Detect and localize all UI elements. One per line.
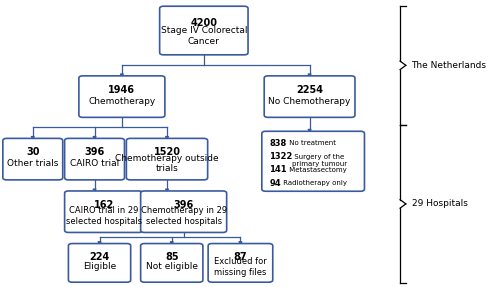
Text: CAIRO trial in 29
selected hospitals: CAIRO trial in 29 selected hospitals bbox=[66, 206, 142, 226]
Text: Stage IV Colorectal
Cancer: Stage IV Colorectal Cancer bbox=[160, 26, 247, 46]
Text: 85: 85 bbox=[165, 252, 178, 262]
Text: 94: 94 bbox=[270, 179, 281, 187]
FancyBboxPatch shape bbox=[262, 131, 364, 191]
Text: 141: 141 bbox=[270, 165, 287, 174]
Text: 162: 162 bbox=[94, 200, 114, 210]
Text: Eligible: Eligible bbox=[83, 263, 116, 272]
FancyBboxPatch shape bbox=[126, 138, 208, 180]
Text: 396: 396 bbox=[174, 200, 194, 210]
Text: No Chemotherapy: No Chemotherapy bbox=[268, 96, 351, 106]
Text: The Netherlands: The Netherlands bbox=[412, 61, 486, 70]
FancyBboxPatch shape bbox=[64, 138, 124, 180]
Text: CAIRO trial: CAIRO trial bbox=[70, 159, 119, 168]
Text: 4200: 4200 bbox=[190, 18, 218, 28]
Text: primary tumour: primary tumour bbox=[292, 161, 348, 167]
Text: Chemotherapy in 29
selected hospitals: Chemotherapy in 29 selected hospitals bbox=[140, 206, 226, 226]
Text: 1520: 1520 bbox=[154, 148, 180, 158]
Text: Chemotherapy outside
trials: Chemotherapy outside trials bbox=[115, 154, 219, 173]
Text: 838: 838 bbox=[270, 139, 286, 148]
FancyBboxPatch shape bbox=[3, 138, 62, 180]
Text: Radiotherapy only: Radiotherapy only bbox=[281, 180, 347, 186]
FancyBboxPatch shape bbox=[64, 191, 142, 232]
Text: 1322: 1322 bbox=[270, 152, 293, 161]
Text: Not eligible: Not eligible bbox=[146, 263, 198, 272]
Text: 1946: 1946 bbox=[108, 85, 136, 95]
FancyBboxPatch shape bbox=[264, 76, 355, 117]
Text: 2254: 2254 bbox=[296, 85, 323, 95]
Text: No treatment: No treatment bbox=[286, 140, 336, 146]
FancyBboxPatch shape bbox=[79, 76, 165, 117]
FancyBboxPatch shape bbox=[160, 6, 248, 55]
FancyBboxPatch shape bbox=[208, 244, 273, 282]
FancyBboxPatch shape bbox=[140, 191, 226, 232]
Text: 29 Hospitals: 29 Hospitals bbox=[412, 199, 468, 208]
Text: Chemotherapy: Chemotherapy bbox=[88, 96, 156, 106]
Text: 396: 396 bbox=[84, 148, 104, 158]
Text: Excluded for
missing files: Excluded for missing files bbox=[214, 257, 267, 277]
Text: Other trials: Other trials bbox=[7, 159, 59, 168]
Text: Metastasectomy: Metastasectomy bbox=[286, 167, 346, 173]
Text: 30: 30 bbox=[26, 148, 40, 158]
Text: 87: 87 bbox=[234, 252, 247, 262]
Text: 224: 224 bbox=[90, 252, 110, 262]
FancyBboxPatch shape bbox=[68, 244, 130, 282]
Text: Surgery of the: Surgery of the bbox=[292, 154, 344, 160]
FancyBboxPatch shape bbox=[140, 244, 203, 282]
